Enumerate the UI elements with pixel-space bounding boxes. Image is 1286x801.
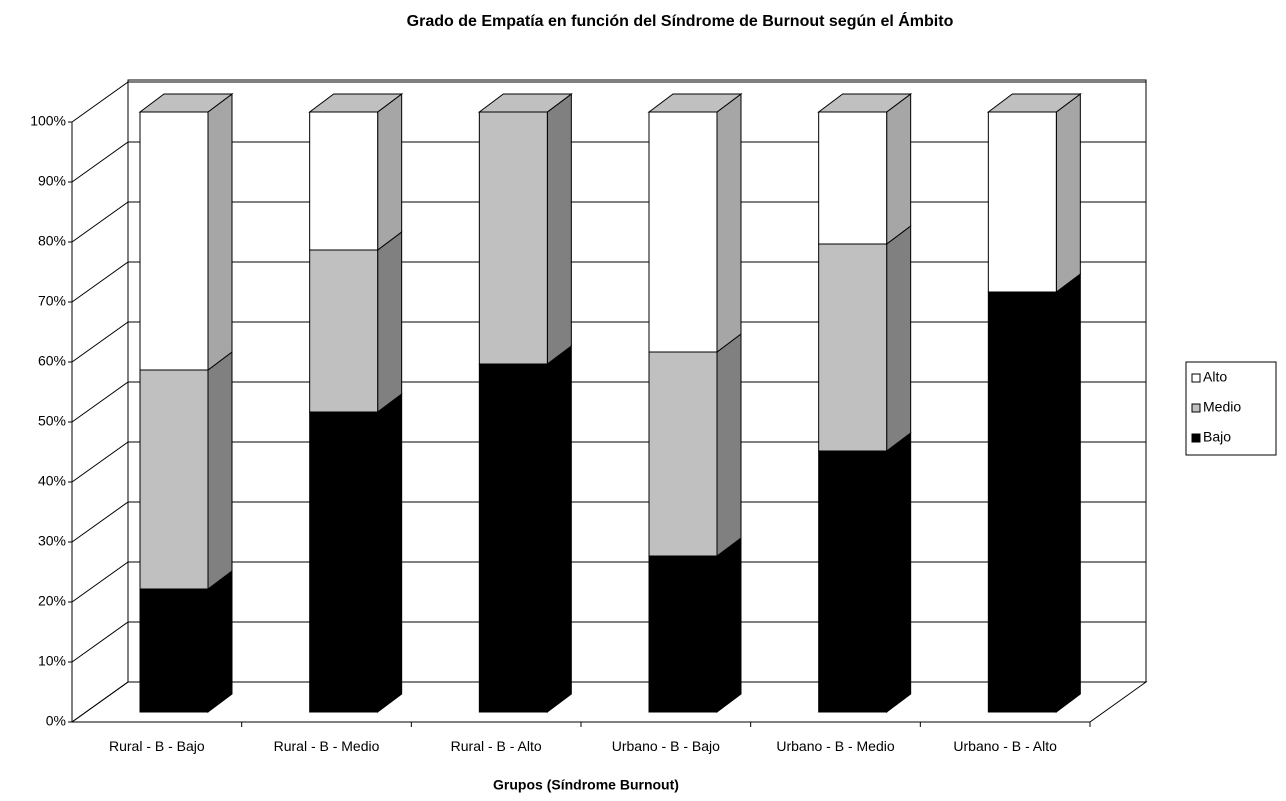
bar-side (207, 93, 233, 371)
legend-label: Alto (1203, 369, 1227, 385)
bar-side (377, 231, 403, 413)
bar (478, 111, 548, 365)
x-tick-label: Urbano - B - Alto (953, 738, 1057, 754)
bar-side (886, 225, 912, 452)
bar-side (546, 345, 572, 713)
bar-top (138, 93, 234, 113)
bar (987, 291, 1057, 713)
bar (478, 363, 548, 713)
grid-line (71, 681, 129, 723)
bar (139, 369, 209, 590)
grid-line (71, 381, 129, 423)
x-tick-label: Urbano - B - Bajo (611, 738, 720, 754)
bar (139, 588, 209, 713)
bar (818, 450, 888, 713)
grid-line (71, 141, 129, 183)
bar-side (716, 93, 742, 353)
bar-side (1055, 273, 1081, 713)
bar (309, 111, 379, 251)
grid-line (71, 621, 129, 663)
bar (309, 249, 379, 413)
y-tick-label: 80% (38, 233, 66, 249)
bar-side (546, 93, 572, 365)
chart-title: Grado de Empatía en función del Síndrome… (407, 11, 954, 30)
bar-side (886, 93, 912, 245)
y-tick-label: 50% (38, 413, 66, 429)
x-tick-label: Rural - B - Alto (450, 738, 542, 754)
bar-side (886, 432, 912, 713)
x-axis-label: Grupos (Síndrome Burnout) (493, 777, 679, 793)
y-tick-label: 20% (38, 593, 66, 609)
bar-top (986, 93, 1082, 113)
grid-line (71, 81, 129, 123)
bar-side (1055, 93, 1081, 293)
bar-side (207, 570, 233, 713)
bar (987, 111, 1057, 293)
grid-line (71, 261, 129, 303)
legend-label: Medio (1203, 399, 1241, 415)
legend-box (1185, 361, 1277, 456)
x-tick-label: Rural - B - Medio (273, 738, 380, 754)
y-tick-label: 70% (38, 293, 66, 309)
bar-top (477, 93, 573, 113)
bar-top (647, 93, 743, 113)
y-tick-label: 10% (38, 653, 66, 669)
grid-line (71, 561, 129, 603)
bar-top (308, 93, 404, 113)
y-tick-label: 0% (46, 713, 66, 729)
bar (648, 555, 718, 713)
legend-swatch (1191, 433, 1201, 443)
floor (70, 681, 1148, 723)
bar-side (377, 393, 403, 713)
bar-side (207, 351, 233, 590)
bar (818, 111, 888, 245)
bar-side (716, 537, 742, 713)
y-tick-label: 100% (30, 113, 66, 129)
legend-swatch (1191, 373, 1201, 383)
x-tick-label: Rural - B - Bajo (108, 738, 205, 754)
bar-side (377, 93, 403, 251)
legend-swatch (1191, 403, 1201, 413)
y-tick-label: 60% (38, 353, 66, 369)
bar (818, 243, 888, 452)
grid-line (71, 501, 129, 543)
y-tick-label: 40% (38, 473, 66, 489)
legend-label: Bajo (1203, 429, 1231, 445)
bar (139, 111, 209, 371)
bar (648, 351, 718, 557)
x-tick-label: Urbano - B - Medio (776, 738, 895, 754)
grid-line (71, 321, 129, 363)
bar (648, 111, 718, 353)
y-tick-label: 30% (38, 533, 66, 549)
bar-side (716, 333, 742, 557)
bar-top (817, 93, 913, 113)
grid-line (71, 201, 129, 243)
grid-line (71, 441, 129, 483)
bar (309, 411, 379, 713)
y-tick-label: 90% (38, 173, 66, 189)
